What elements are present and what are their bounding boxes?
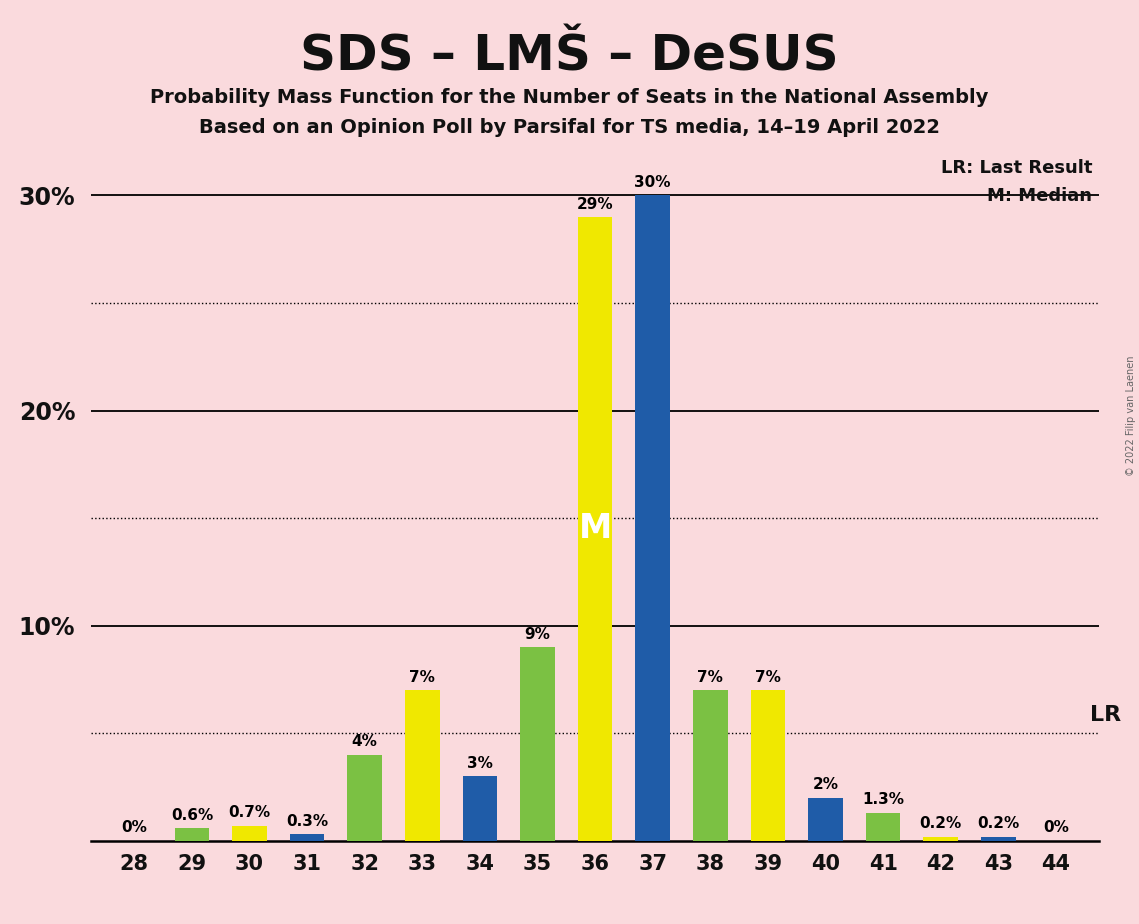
- Bar: [405, 690, 440, 841]
- Text: 0%: 0%: [1043, 821, 1068, 835]
- Bar: [289, 834, 325, 841]
- Text: 0.2%: 0.2%: [977, 816, 1019, 832]
- Bar: [232, 826, 267, 841]
- Text: 0.6%: 0.6%: [171, 808, 213, 822]
- Text: 3%: 3%: [467, 756, 493, 771]
- Text: © 2022 Filip van Laenen: © 2022 Filip van Laenen: [1126, 356, 1136, 476]
- Text: M: M: [579, 513, 612, 545]
- Text: 7%: 7%: [755, 670, 781, 685]
- Text: LR: LR: [1090, 705, 1122, 724]
- Bar: [462, 776, 498, 841]
- Text: 0%: 0%: [122, 821, 147, 835]
- Text: 2%: 2%: [812, 777, 838, 793]
- Text: 7%: 7%: [697, 670, 723, 685]
- Text: 0.3%: 0.3%: [286, 814, 328, 829]
- Text: SDS – LMŠ – DeSUS: SDS – LMŠ – DeSUS: [301, 32, 838, 80]
- Text: 1.3%: 1.3%: [862, 793, 904, 808]
- Text: 0.7%: 0.7%: [229, 806, 271, 821]
- Text: 9%: 9%: [525, 626, 550, 642]
- Bar: [347, 755, 382, 841]
- Bar: [577, 217, 613, 841]
- Bar: [924, 836, 958, 841]
- Text: 7%: 7%: [409, 670, 435, 685]
- Bar: [521, 647, 555, 841]
- Bar: [866, 813, 901, 841]
- Bar: [636, 196, 670, 841]
- Text: Based on an Opinion Poll by Parsifal for TS media, 14–19 April 2022: Based on an Opinion Poll by Parsifal for…: [199, 118, 940, 138]
- Text: 0.2%: 0.2%: [919, 816, 961, 832]
- Bar: [751, 690, 785, 841]
- Bar: [981, 836, 1016, 841]
- Text: 4%: 4%: [352, 735, 378, 749]
- Text: LR: Last Result: LR: Last Result: [941, 160, 1092, 177]
- Text: M: Median: M: Median: [988, 188, 1092, 205]
- Bar: [809, 797, 843, 841]
- Text: 30%: 30%: [634, 176, 671, 190]
- Bar: [174, 828, 210, 841]
- Bar: [693, 690, 728, 841]
- Text: 29%: 29%: [576, 197, 614, 212]
- Text: Probability Mass Function for the Number of Seats in the National Assembly: Probability Mass Function for the Number…: [150, 88, 989, 107]
